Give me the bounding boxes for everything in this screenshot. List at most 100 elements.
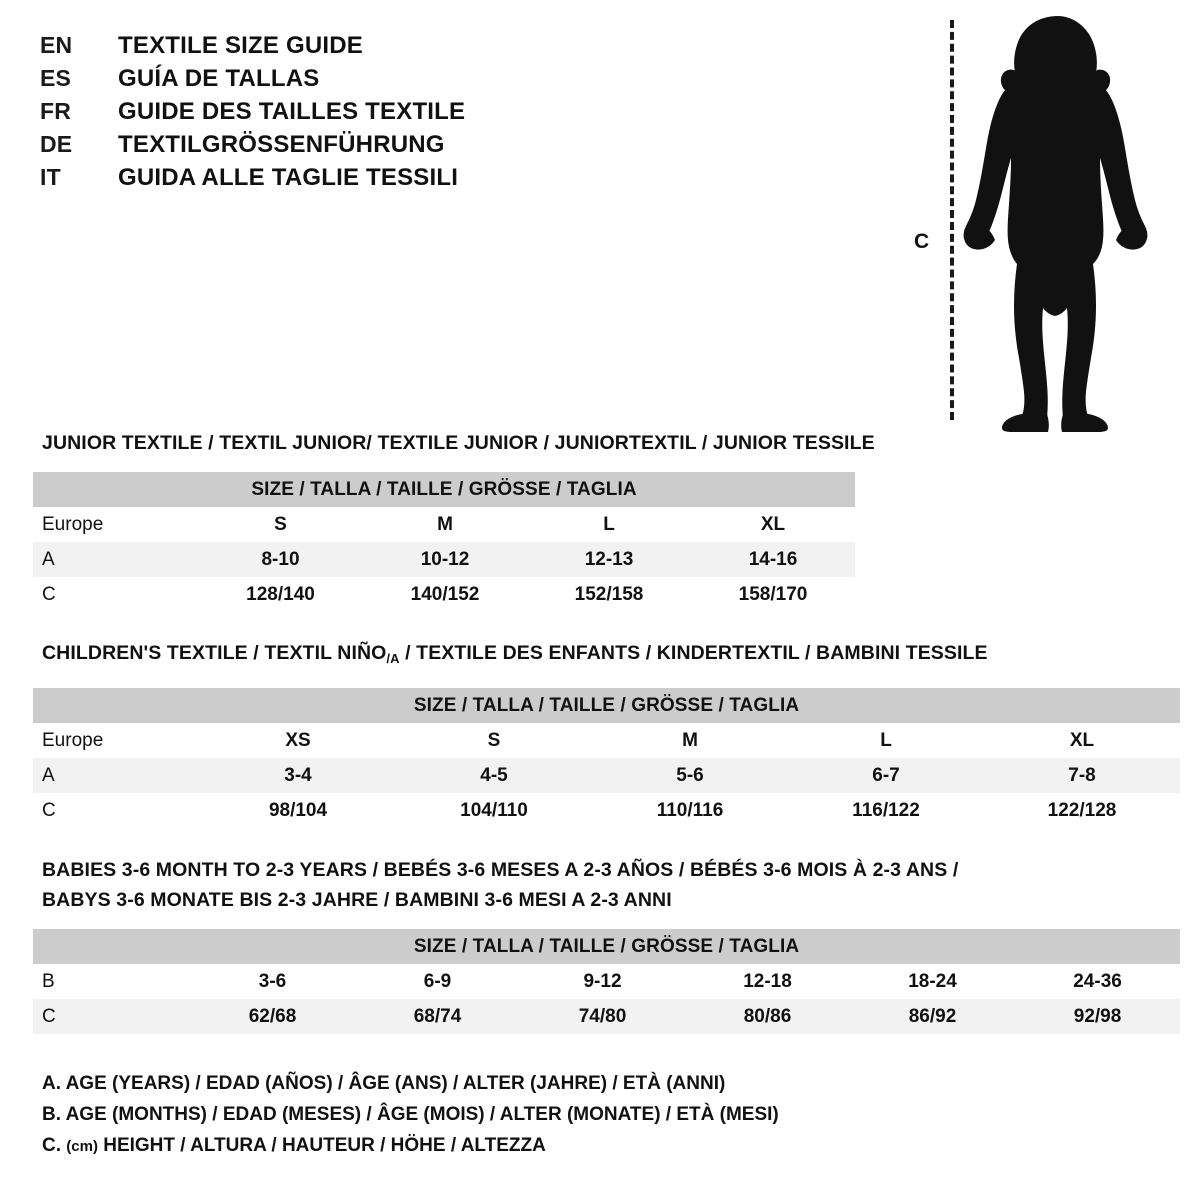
junior-age-m: 10-12 <box>363 542 527 577</box>
children-row-europe: Europe XS S M L XL <box>33 723 1180 758</box>
babies-row-age-label: B <box>33 964 190 999</box>
children-size-s: S <box>396 723 592 758</box>
legend-line-c-unit: (cm) <box>66 1138 98 1155</box>
children-table-bar-label: SIZE / TALLA / TAILLE / GRÖSSE / TAGLIA <box>33 688 1180 723</box>
children-size-l: L <box>788 723 984 758</box>
children-size-table: SIZE / TALLA / TAILLE / GRÖSSE / TAGLIA … <box>33 688 1180 828</box>
children-row-europe-label: Europe <box>33 723 200 758</box>
junior-row-europe-label: Europe <box>33 507 198 542</box>
language-row-es: ES GUÍA DE TALLAS <box>40 65 560 98</box>
language-title-de: TEXTILGRÖSSENFÜHRUNG <box>118 131 445 158</box>
babies-table-bar-row: SIZE / TALLA / TAILLE / GRÖSSE / TAGLIA <box>33 929 1181 964</box>
section-children-textile: CHILDREN'S TEXTILE / TEXTIL NIÑO/A / TEX… <box>33 638 1180 828</box>
children-size-xl: XL <box>984 723 1180 758</box>
junior-row-age: A 8-10 10-12 12-13 14-16 <box>33 542 855 577</box>
section-heading-babies-line1: BABIES 3-6 MONTH TO 2-3 YEARS / BEBÉS 3-… <box>42 859 959 881</box>
language-title-block: EN TEXTILE SIZE GUIDE ES GUÍA DE TALLAS … <box>40 32 560 197</box>
babies-row-height: C 62/68 68/74 74/80 80/86 86/92 92/98 <box>33 999 1181 1034</box>
junior-size-xl: XL <box>691 507 855 542</box>
language-title-en: TEXTILE SIZE GUIDE <box>118 32 363 59</box>
children-row-age: A 3-4 4-5 5-6 6-7 7-8 <box>33 758 1180 793</box>
legend-line-c-prefix: C. <box>42 1135 67 1156</box>
babies-size-table: SIZE / TALLA / TAILLE / GRÖSSE / TAGLIA … <box>33 929 1181 1034</box>
junior-height-m: 140/152 <box>363 577 527 612</box>
babies-table-bar-label: SIZE / TALLA / TAILLE / GRÖSSE / TAGLIA <box>33 929 1181 964</box>
children-row-height: C 98/104 104/110 110/116 116/122 122/128 <box>33 793 1180 828</box>
language-code-fr: FR <box>40 98 72 124</box>
junior-height-s: 128/140 <box>198 577 363 612</box>
babies-age-6: 24-36 <box>1015 964 1181 999</box>
children-height-xl: 122/128 <box>984 793 1180 828</box>
height-marker-label: C <box>914 230 930 253</box>
language-code-es: ES <box>40 65 72 91</box>
babies-age-4: 12-18 <box>685 964 850 999</box>
legend-line-c-rest: HEIGHT / ALTURA / HAUTEUR / HÖHE / ALTEZ… <box>97 1135 546 1156</box>
children-age-s: 4-5 <box>396 758 592 793</box>
junior-row-height: C 128/140 140/152 152/158 158/170 <box>33 577 855 612</box>
children-height-xs: 98/104 <box>200 793 396 828</box>
junior-size-s: S <box>198 507 363 542</box>
babies-row-height-label: C <box>33 999 190 1034</box>
legend-line-a: A. AGE (YEARS) / EDAD (AÑOS) / ÂGE (ANS)… <box>42 1073 726 1094</box>
section-junior-textile: JUNIOR TEXTILE / TEXTIL JUNIOR/ TEXTILE … <box>33 428 1180 612</box>
section-babies-textile: BABIES 3-6 MONTH TO 2-3 YEARS / BEBÉS 3-… <box>33 855 1181 1034</box>
height-illustration: C <box>900 12 1180 432</box>
babies-height-5: 86/92 <box>850 999 1015 1034</box>
language-code-de: DE <box>40 131 73 157</box>
toddler-silhouette-icon <box>963 16 1148 432</box>
junior-size-m: M <box>363 507 527 542</box>
measurement-legend: A. AGE (YEARS) / EDAD (AÑOS) / ÂGE (ANS)… <box>42 1068 842 1162</box>
junior-age-l: 12-13 <box>527 542 691 577</box>
junior-row-age-label: A <box>33 542 198 577</box>
babies-height-6: 92/98 <box>1015 999 1181 1034</box>
section-heading-children-sub: /A <box>386 651 400 666</box>
children-row-height-label: C <box>33 793 200 828</box>
language-row-de: DE TEXTILGRÖSSENFÜHRUNG <box>40 131 560 164</box>
children-height-m: 110/116 <box>592 793 788 828</box>
babies-age-5: 18-24 <box>850 964 1015 999</box>
children-age-l: 6-7 <box>788 758 984 793</box>
children-height-l: 116/122 <box>788 793 984 828</box>
language-code-en: EN <box>40 32 73 58</box>
language-code-it: IT <box>40 164 61 190</box>
babies-age-3: 9-12 <box>520 964 685 999</box>
junior-row-europe: Europe S M L XL <box>33 507 855 542</box>
junior-table-bar-row: SIZE / TALLA / TAILLE / GRÖSSE / TAGLIA <box>33 472 855 507</box>
section-heading-children-part2: / TEXTILE DES ENFANTS / KINDERTEXTIL / B… <box>399 642 988 664</box>
babies-height-3: 74/80 <box>520 999 685 1034</box>
junior-age-s: 8-10 <box>198 542 363 577</box>
children-row-age-label: A <box>33 758 200 793</box>
children-size-m: M <box>592 723 788 758</box>
children-age-xs: 3-4 <box>200 758 396 793</box>
babies-row-age: B 3-6 6-9 9-12 12-18 18-24 24-36 <box>33 964 1181 999</box>
babies-age-2: 6-9 <box>355 964 520 999</box>
language-title-fr: GUIDE DES TAILLES TEXTILE <box>118 98 466 125</box>
junior-height-xl: 158/170 <box>691 577 855 612</box>
section-heading-children-part1: CHILDREN'S TEXTILE / TEXTIL NIÑO <box>42 642 387 664</box>
junior-row-height-label: C <box>33 577 198 612</box>
babies-age-1: 3-6 <box>190 964 355 999</box>
legend-line-c: C. (cm) HEIGHT / ALTURA / HAUTEUR / HÖHE… <box>42 1130 842 1162</box>
height-dashed-line <box>950 20 954 420</box>
language-row-it: IT GUIDA ALLE TAGLIE TESSILI <box>40 164 560 197</box>
language-row-en: EN TEXTILE SIZE GUIDE <box>40 32 560 65</box>
junior-size-table: SIZE / TALLA / TAILLE / GRÖSSE / TAGLIA … <box>33 472 855 612</box>
children-size-xs: XS <box>200 723 396 758</box>
children-height-s: 104/110 <box>396 793 592 828</box>
babies-height-4: 80/86 <box>685 999 850 1034</box>
section-heading-children: CHILDREN'S TEXTILE / TEXTIL NIÑO/A / TEX… <box>33 638 1180 674</box>
children-table-bar-row: SIZE / TALLA / TAILLE / GRÖSSE / TAGLIA <box>33 688 1180 723</box>
section-heading-junior: JUNIOR TEXTILE / TEXTIL JUNIOR/ TEXTILE … <box>42 432 875 454</box>
junior-age-xl: 14-16 <box>691 542 855 577</box>
language-title-it: GUIDA ALLE TAGLIE TESSILI <box>118 164 459 191</box>
children-age-m: 5-6 <box>592 758 788 793</box>
language-row-fr: FR GUIDE DES TAILLES TEXTILE <box>40 98 560 131</box>
junior-table-bar-label: SIZE / TALLA / TAILLE / GRÖSSE / TAGLIA <box>33 472 855 507</box>
babies-height-1: 62/68 <box>190 999 355 1034</box>
legend-line-b: B. AGE (MONTHS) / EDAD (MESES) / ÂGE (MO… <box>42 1104 779 1125</box>
children-age-xl: 7-8 <box>984 758 1180 793</box>
section-heading-babies-line2: BABYS 3-6 MONATE BIS 2-3 JAHRE / BAMBINI… <box>42 889 672 911</box>
language-title-es: GUÍA DE TALLAS <box>118 65 320 92</box>
babies-height-2: 68/74 <box>355 999 520 1034</box>
junior-height-l: 152/158 <box>527 577 691 612</box>
